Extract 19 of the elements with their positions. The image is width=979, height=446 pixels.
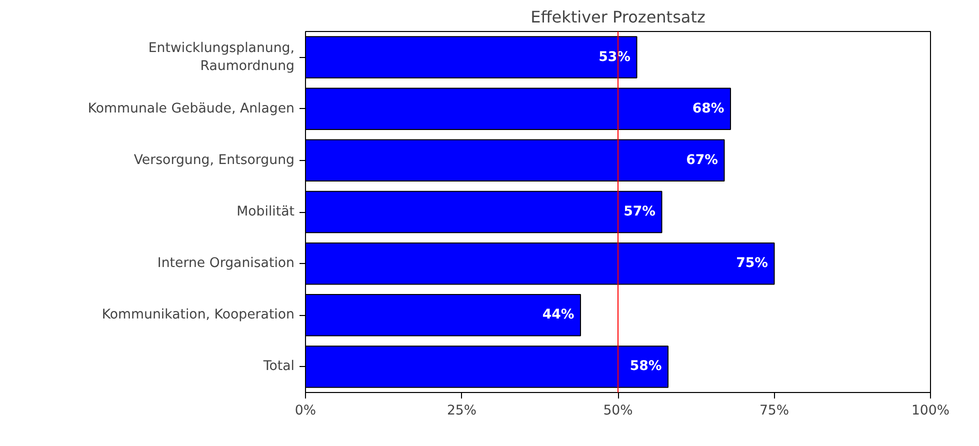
data-label: 44% (542, 308, 574, 323)
y-tick-label: Total (262, 359, 295, 374)
y-tick-label: Kommunikation, Kooperation (102, 308, 295, 323)
data-label: 58% (630, 359, 662, 374)
y-tick-label: Mobilität (236, 204, 294, 220)
data-label: 68% (692, 101, 724, 116)
y-tick-label: Entwicklungsplanung, Raumordnung (148, 40, 295, 74)
y-tick-label: Interne Organisation (157, 256, 295, 272)
x-tick-label: 100% (911, 404, 950, 418)
data-label: 75% (736, 256, 768, 272)
y-tick-label: Versorgung, Entsorgung (134, 152, 295, 168)
data-label: 67% (686, 152, 718, 168)
chart-title: Effektiver Prozentsatz (530, 8, 706, 26)
y-tick-label: Kommunale Gebäude, Anlagen (88, 101, 295, 116)
x-tick-label: 25% (446, 404, 477, 418)
x-tick-label: 50% (603, 404, 633, 418)
x-tick-label: 0% (294, 404, 316, 418)
x-tick-label: 75% (759, 404, 790, 418)
data-label: 57% (624, 204, 656, 220)
